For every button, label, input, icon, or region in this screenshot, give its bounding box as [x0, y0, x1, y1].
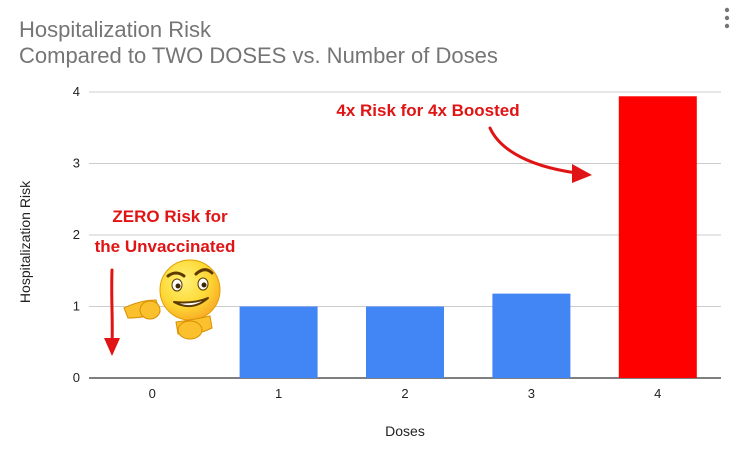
bar-dose-1 [239, 306, 318, 378]
y-axis-ticks: 0 1 2 3 4 [73, 84, 80, 385]
x-tick-label: 4 [654, 386, 661, 401]
bars [239, 96, 697, 378]
x-tick-label: 1 [275, 386, 282, 401]
y-axis-label: Hospitalization Risk [17, 180, 33, 303]
more-vert-icon[interactable] [724, 7, 730, 29]
bar-dose-4 [618, 96, 697, 378]
x-tick-label: 2 [401, 386, 408, 401]
zero-risk-annotation-line1: ZERO Risk for [112, 207, 228, 226]
chart-subtitle: Compared to TWO DOSES vs. Number of Dose… [19, 43, 498, 68]
smirking-pointing-emoji-icon [123, 259, 221, 340]
x-axis-ticks: 0 1 2 3 4 [149, 386, 662, 401]
x-axis-label: Doses [385, 423, 425, 439]
y-tick-label: 2 [73, 227, 80, 242]
x-tick-label: 0 [149, 386, 156, 401]
y-tick-label: 0 [73, 370, 80, 385]
chart-title: Hospitalization Risk [19, 17, 212, 42]
y-tick-label: 4 [73, 84, 80, 99]
bar-dose-3 [492, 293, 571, 378]
zero-risk-annotation-line2: the Unvaccinated [95, 237, 236, 256]
y-tick-label: 1 [73, 299, 80, 314]
curved-arrow-icon [488, 126, 592, 183]
down-arrow-icon [104, 268, 120, 356]
x-tick-label: 3 [528, 386, 535, 401]
boosted-annotation: 4x Risk for 4x Boosted [336, 101, 519, 120]
y-tick-label: 3 [73, 156, 80, 171]
bar-dose-2 [366, 306, 444, 378]
